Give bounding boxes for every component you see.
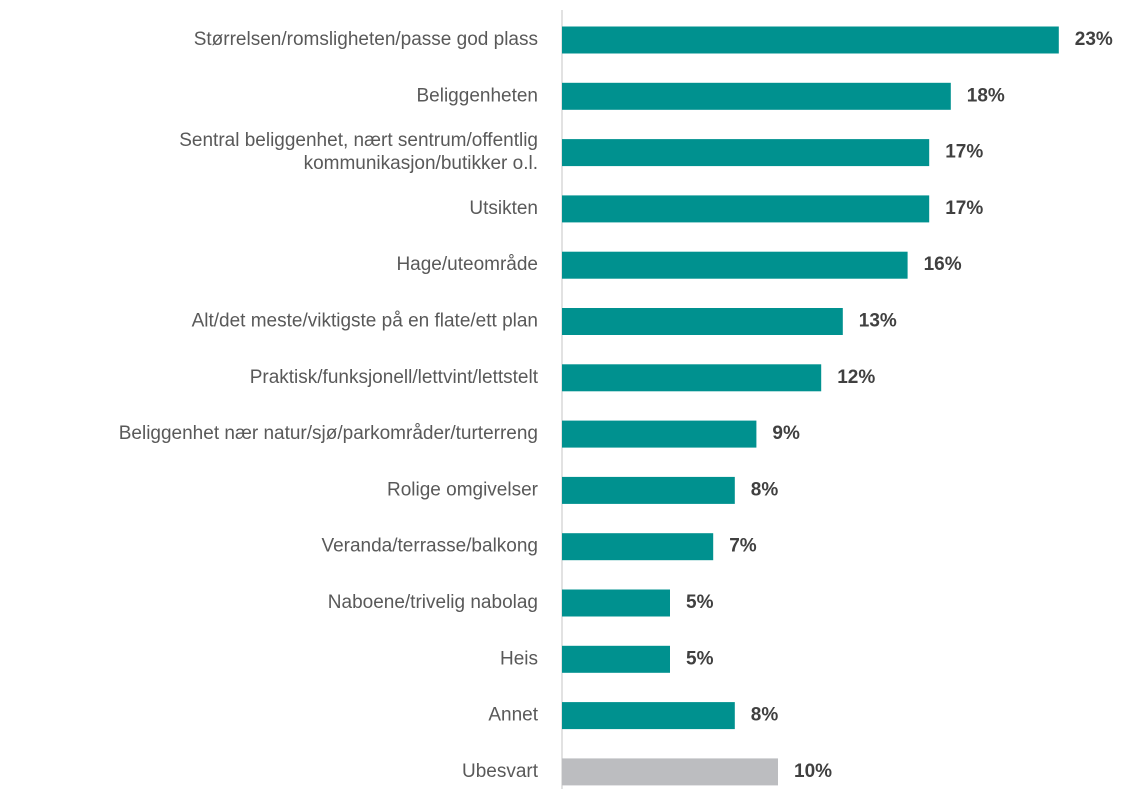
- value-label: 18%: [967, 85, 1005, 106]
- category-label: Rolige omgivelser: [387, 479, 539, 500]
- category-label: Hage/uteområde: [396, 254, 538, 275]
- value-label: 16%: [924, 254, 962, 275]
- bar: [562, 26, 1059, 54]
- category-label: Sentral beliggenhet, nært sentrum/offent…: [179, 130, 538, 174]
- category-label: Beliggenheten: [417, 85, 539, 106]
- category-label: Veranda/terrasse/balkong: [321, 536, 538, 557]
- value-label: 17%: [945, 198, 983, 219]
- value-label: 8%: [751, 705, 779, 726]
- value-label: 5%: [686, 648, 714, 669]
- bar: [562, 589, 670, 617]
- value-label: 10%: [794, 761, 832, 782]
- bar: [562, 251, 908, 279]
- category-label: Annet: [488, 705, 538, 726]
- value-label: 13%: [859, 311, 897, 332]
- bar: [562, 308, 843, 335]
- bar: [562, 476, 735, 504]
- value-label: 9%: [772, 423, 800, 444]
- bar: [562, 758, 778, 786]
- value-label: 23%: [1075, 29, 1113, 50]
- category-label: Praktisk/funksjonell/lettvint/lettstelt: [250, 367, 539, 388]
- bar: [562, 420, 757, 448]
- category-label: Utsikten: [469, 198, 538, 219]
- category-label: Alt/det meste/viktigste på en flate/ett …: [192, 311, 538, 332]
- value-label: 12%: [837, 367, 875, 388]
- bar: [562, 533, 714, 561]
- bar: [562, 82, 951, 110]
- category-label-line: Sentral beliggenhet, nært sentrum/offent…: [179, 130, 538, 151]
- category-label: Ubesvart: [462, 761, 539, 782]
- category-label: Beliggenhet nær natur/sjø/parkområder/tu…: [119, 423, 538, 444]
- value-label: 8%: [751, 479, 779, 500]
- bar: [562, 364, 822, 392]
- category-label: Naboene/trivelig nabolag: [328, 592, 538, 613]
- bar: [562, 139, 930, 167]
- value-label: 7%: [729, 536, 757, 557]
- bar: [562, 195, 930, 223]
- category-label: Heis: [500, 648, 538, 669]
- bar: [562, 702, 735, 730]
- value-label: 5%: [686, 592, 714, 613]
- category-label: Størrelsen/romsligheten/passe god plass: [194, 29, 538, 50]
- category-label-line: kommunikasjon/butikker o.l.: [304, 153, 538, 174]
- bar: [562, 645, 670, 673]
- value-label: 17%: [945, 142, 983, 163]
